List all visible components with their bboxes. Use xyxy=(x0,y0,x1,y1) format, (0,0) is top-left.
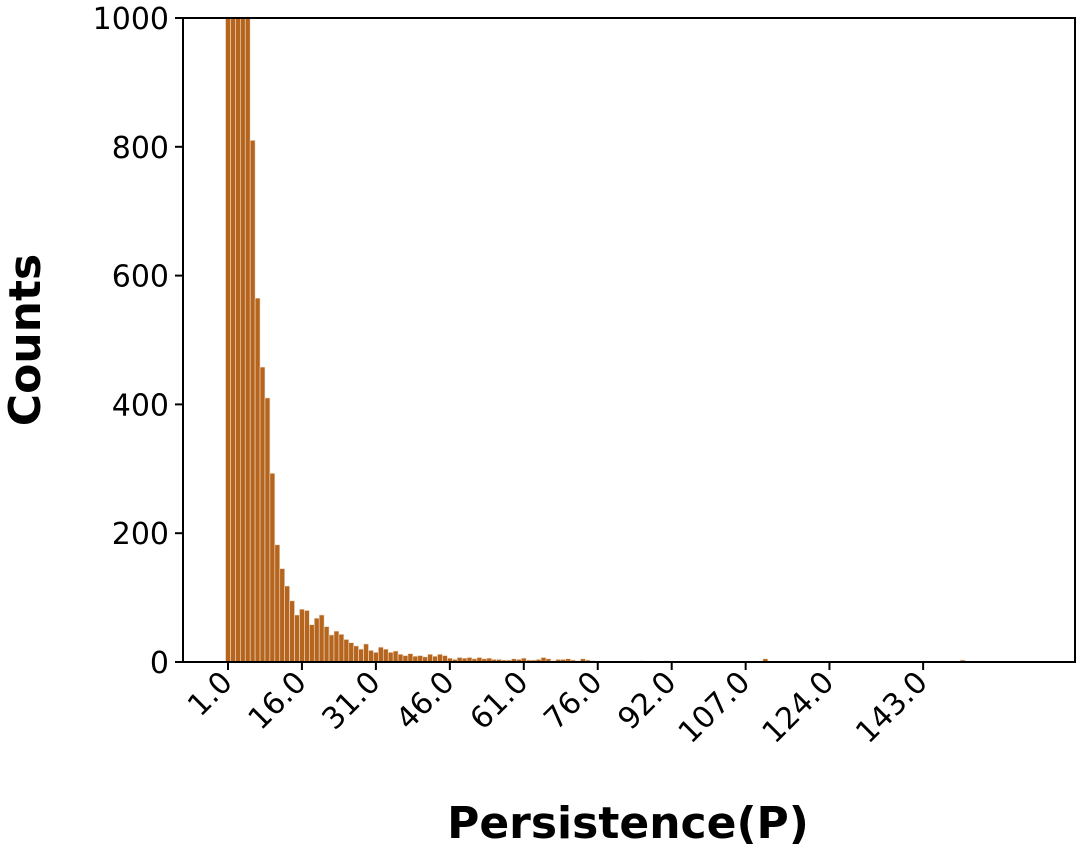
bar xyxy=(358,648,364,663)
bar xyxy=(318,614,325,663)
bar xyxy=(264,397,271,663)
bar xyxy=(289,600,295,663)
bar xyxy=(338,634,345,663)
bar xyxy=(269,473,276,663)
bar xyxy=(387,652,394,663)
x-axis-title: Persistence(P) xyxy=(447,798,809,849)
bar xyxy=(333,630,340,663)
x-tick-label: 124.0 xyxy=(756,665,841,750)
bar xyxy=(230,17,236,663)
bar xyxy=(437,653,443,663)
bar xyxy=(348,642,355,663)
bar xyxy=(279,568,285,663)
bar xyxy=(274,544,281,663)
bar xyxy=(235,17,241,663)
bar xyxy=(407,653,414,663)
bar xyxy=(240,17,246,663)
bar xyxy=(284,585,290,663)
bar xyxy=(328,634,335,663)
bar xyxy=(427,653,433,663)
bar xyxy=(363,643,369,663)
bar xyxy=(382,648,389,663)
y-tick-label: 200 xyxy=(112,517,169,552)
bar xyxy=(343,639,350,663)
plot-frame xyxy=(182,17,1076,663)
bar xyxy=(353,645,359,663)
y-tick-label: 1000 xyxy=(93,2,169,37)
y-tick-label: 600 xyxy=(112,260,169,295)
bar xyxy=(299,608,305,663)
bar xyxy=(259,366,266,663)
bar xyxy=(254,297,261,663)
x-tick-label: 1.0 xyxy=(181,665,239,723)
bar xyxy=(392,650,399,663)
y-tick-label: 800 xyxy=(112,131,169,166)
x-tick-label: 61.0 xyxy=(463,665,535,737)
bar xyxy=(313,617,320,663)
x-tick-label: 16.0 xyxy=(242,665,314,737)
y-axis-title: Counts xyxy=(0,254,51,426)
bar xyxy=(249,140,256,663)
bar xyxy=(294,614,300,663)
x-tick-label: 76.0 xyxy=(537,665,609,737)
bar xyxy=(397,653,404,663)
bar xyxy=(225,17,231,663)
x-tick-label: 31.0 xyxy=(316,665,388,737)
bar xyxy=(244,17,251,663)
x-tick-label: 46.0 xyxy=(390,665,462,737)
y-tick-label: 0 xyxy=(150,646,169,681)
bar xyxy=(373,652,379,663)
bar xyxy=(368,650,374,663)
x-tick-label: 143.0 xyxy=(849,665,934,750)
x-tick-label: 107.0 xyxy=(672,665,757,750)
bar xyxy=(323,626,330,663)
y-tick-label: 400 xyxy=(112,388,169,423)
bar xyxy=(378,646,384,663)
bar xyxy=(309,624,315,663)
bar xyxy=(304,610,310,663)
